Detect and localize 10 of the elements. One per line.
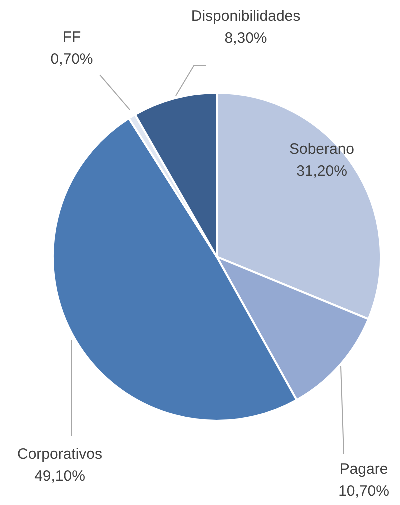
data-label: 31,20% (296, 163, 348, 180)
data-label: 0,70% (50, 51, 94, 68)
data-label: 8,30% (224, 30, 268, 48)
slice-label: Pagare (340, 461, 388, 478)
data-label: 10,70% (338, 483, 390, 500)
slice-label: Soberano (289, 141, 355, 158)
slice-label: FF (62, 29, 82, 46)
slice-label: Corporativos (17, 446, 103, 464)
data-label: 49,10% (34, 468, 86, 486)
slice-label: Disponibilidades (191, 8, 301, 26)
